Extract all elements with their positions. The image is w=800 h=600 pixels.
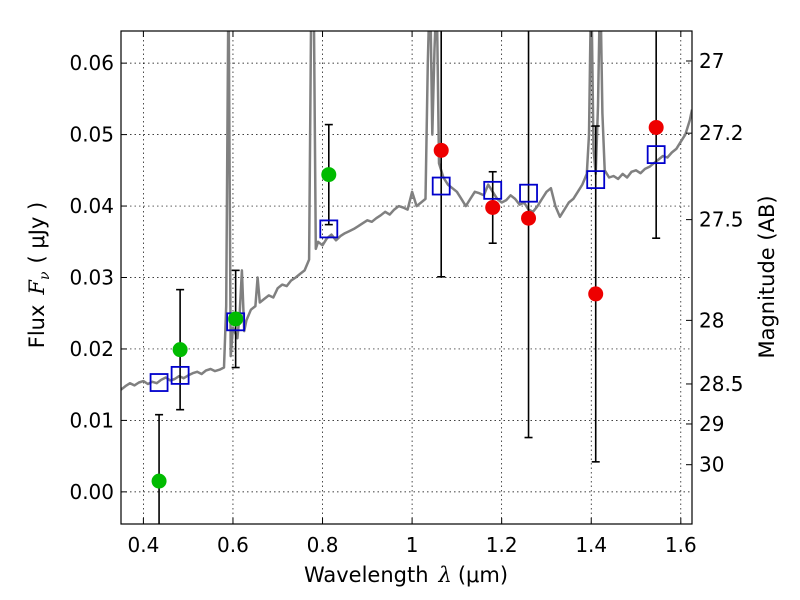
y-tick-label: 0.02 xyxy=(69,337,114,361)
observed-flux-point xyxy=(172,342,188,358)
x-axis-title: Wavelength λ (μm) xyxy=(304,563,508,587)
grid xyxy=(121,31,692,524)
y2-tick-label: 27.5 xyxy=(699,208,744,232)
observed-flux-point xyxy=(648,119,664,135)
y2-tick-label: 30 xyxy=(699,453,724,477)
x-tick-label: 1.2 xyxy=(486,533,518,557)
model-band-flux-marker xyxy=(646,145,666,165)
x-tick-label: 1.4 xyxy=(575,533,607,557)
y-axis-title: FluxFν( μJy ) xyxy=(25,202,53,348)
model-band-flux-marker xyxy=(431,176,451,196)
y-tick-label: 0.04 xyxy=(69,194,114,218)
observed-flux-point xyxy=(228,311,244,327)
y2-tick-label: 27 xyxy=(699,49,724,73)
axis-ticks: 0.4 0.6 0.8 1 1.2 1.4 1.6 0.00 0.01 0.02 0.03 0.04 0… xyxy=(69,31,744,557)
observed-flux-point xyxy=(433,142,449,158)
y-tick-label: 0.01 xyxy=(69,408,114,432)
y2-tick-label: 28.5 xyxy=(699,372,744,396)
observed-flux-point xyxy=(521,210,537,226)
y2-tick-label: 28 xyxy=(699,308,724,332)
model-band-flux-marker xyxy=(149,373,169,392)
y2-tick-label: 27.2 xyxy=(699,121,744,145)
y-tick-label: 0.03 xyxy=(69,266,114,290)
x-tick-label: 1 xyxy=(406,533,419,557)
y2-axis-title: Magnitude (AB) xyxy=(755,195,779,358)
y2-tick-label: 29 xyxy=(699,412,724,436)
observed-flux-point xyxy=(321,167,337,183)
x-tick-label: 0.8 xyxy=(307,533,339,557)
observed-flux-point xyxy=(588,286,604,302)
model-band-flux-marker xyxy=(519,183,538,203)
x-tick-label: 1.6 xyxy=(665,533,697,557)
model-band-flux-marker xyxy=(170,365,190,385)
y-tick-label: 0.00 xyxy=(69,480,114,504)
x-tick-label: 0.6 xyxy=(217,533,249,557)
y-tick-label: 0.06 xyxy=(69,51,114,75)
observed-flux-point xyxy=(485,199,501,215)
x-tick-label: 0.4 xyxy=(127,533,159,557)
model-band-flux-marker xyxy=(586,170,606,190)
markers xyxy=(149,119,666,489)
model-band-flux-marker xyxy=(483,180,503,200)
y-tick-label: 0.05 xyxy=(69,123,114,147)
model-band-flux-marker xyxy=(319,219,339,239)
observed-flux-point xyxy=(151,473,167,489)
